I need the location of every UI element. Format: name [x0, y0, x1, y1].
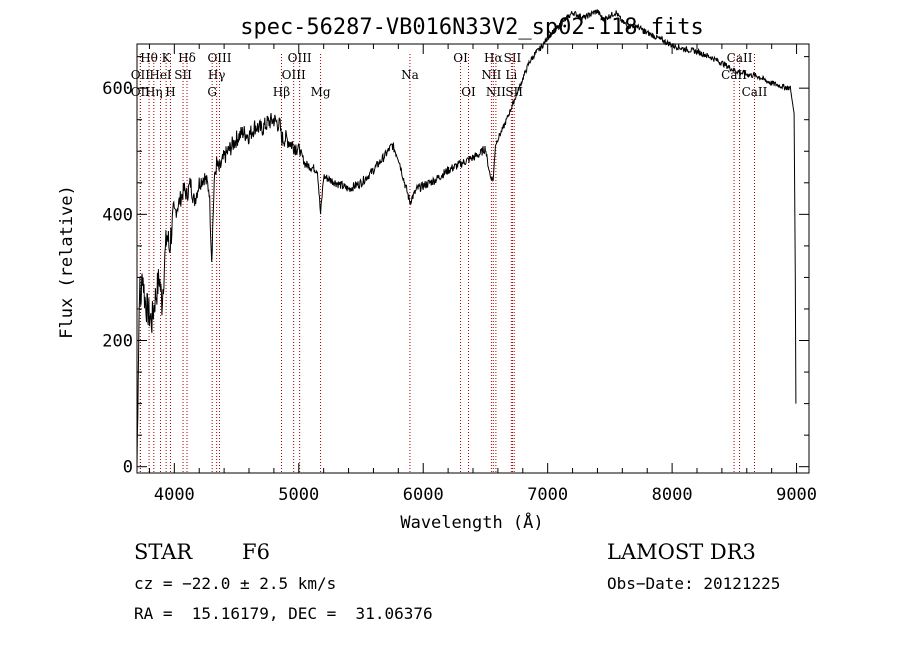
coordinates: RA = 15.16179, DEC = 31.06376 [134, 604, 433, 623]
redshift-value: cz = −22.0 ± 2.5 km/s [134, 574, 337, 593]
spectrum-line [136, 9, 797, 468]
emission-line-label: SII [505, 85, 523, 99]
emission-line-label: SII [174, 68, 192, 82]
x-axis: 4000 5000 6000 7000 8000 9000 [148, 44, 817, 505]
x-tick-label: 5000 [278, 485, 319, 505]
emission-line-label: NII [486, 85, 506, 99]
spectrum-series [136, 9, 797, 468]
y-tick-label: 200 [102, 332, 133, 352]
x-tick-label: 4000 [154, 485, 195, 505]
emission-line-label: CaII [742, 85, 768, 99]
emission-line-label: OI [461, 85, 476, 99]
emission-line-label: OI [453, 51, 468, 65]
emission-line-label: H [165, 85, 175, 99]
x-tick-label: 8000 [652, 485, 693, 505]
emission-line-label: G [207, 85, 217, 99]
y-tick-label: 400 [102, 205, 133, 225]
emission-line-label: SII [504, 51, 522, 65]
plot-frame [136, 43, 810, 474]
chart-title: spec-56287-VB016N33V2_sp02-118.fits [240, 15, 704, 40]
emission-line-label: Hβ [273, 85, 290, 99]
x-tick-label: 6000 [403, 485, 444, 505]
spectrum-chart: spec-56287-VB016N33V2_sp02-118.fits Hθ K H… [57, 9, 817, 533]
x-tick-label: 9000 [776, 485, 817, 505]
emission-line-label: NII [481, 68, 501, 82]
x-axis-label: Wavelength (Å) [400, 511, 543, 533]
survey-name: LAMOST DR3 [607, 540, 756, 564]
emission-line-label: CaII [721, 68, 747, 82]
emission-line-label: Hα [484, 51, 503, 65]
emission-line-label: Mg [311, 85, 331, 99]
emission-line-label: Li [505, 68, 517, 82]
emission-line-label: OIII [207, 51, 231, 65]
emission-line-label: Hγ [208, 68, 226, 82]
emission-line-label: OIII [282, 68, 306, 82]
y-tick-label: 0 [123, 458, 133, 478]
emission-line-label: K [162, 51, 172, 65]
object-subclass: F6 [242, 540, 270, 564]
emission-line-label: Hθ [140, 51, 158, 65]
x-tick-label: 7000 [527, 485, 568, 505]
object-class: STAR [134, 540, 193, 564]
emission-line-label: CaII [727, 51, 753, 65]
y-axis-label: Flux (relative) [57, 185, 77, 339]
y-axis: 0 200 400 600 [102, 56, 809, 478]
emission-line-label: HeI [149, 68, 172, 82]
emission-line-label: Na [401, 68, 419, 82]
y-tick-label: 600 [102, 79, 133, 99]
emission-line-label: OIII [288, 51, 312, 65]
emission-line-label: Hδ [178, 51, 196, 65]
emission-line-label: Hη [145, 85, 163, 99]
observation-date: Obs−Date: 20121225 [607, 574, 781, 593]
